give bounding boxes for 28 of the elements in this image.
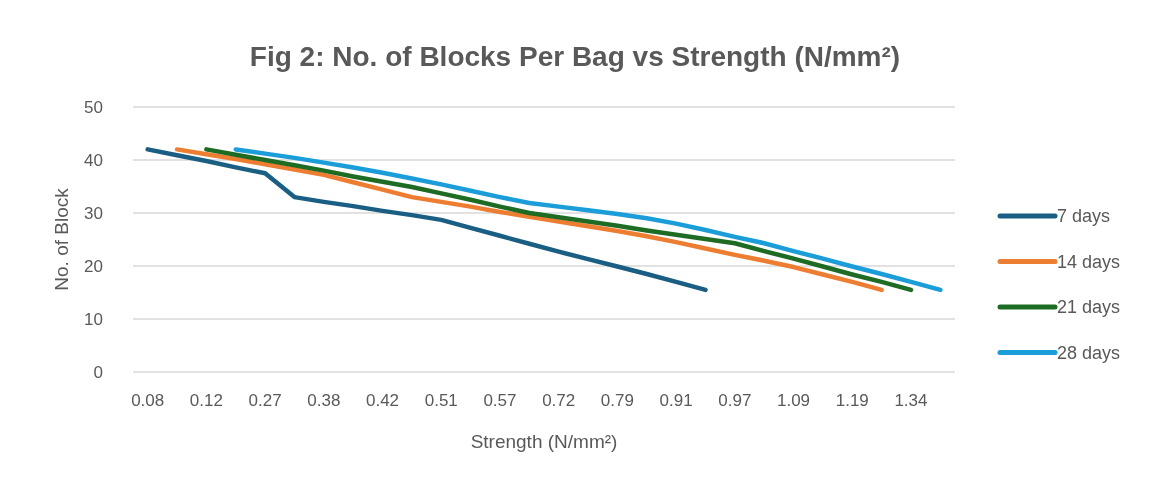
- x-tick-label: 1.34: [894, 391, 928, 410]
- x-tick-label: 0.57: [483, 391, 517, 410]
- x-tick-label: 0.27: [248, 391, 282, 410]
- x-tick-label: 1.19: [835, 391, 869, 410]
- y-tick-label: 40: [84, 151, 103, 170]
- x-axis-title: Strength (N/mm²): [470, 431, 618, 452]
- x-tick-label: 0.42: [365, 391, 400, 410]
- y-tick-label: 20: [84, 257, 103, 276]
- line-series: [145, 147, 708, 293]
- y-axis-title: No. of Block: [51, 187, 72, 291]
- y-tick-label: 10: [84, 310, 103, 329]
- legend-label: 7 days: [1057, 206, 1111, 226]
- x-tick-label: 0.97: [718, 391, 752, 410]
- x-tick-label: 0.72: [542, 391, 576, 410]
- y-tick-label: 30: [84, 204, 103, 223]
- x-tick-label: 0.79: [600, 391, 634, 410]
- y-tick-label: 50: [84, 98, 103, 117]
- x-tick-label: 0.12: [189, 391, 223, 410]
- chart-title: Fig 2: No. of Blocks Per Bag vs Strength (N/mm²): [249, 41, 901, 72]
- legend-label: 21 days: [1057, 297, 1121, 317]
- x-tick-label: 0.38: [307, 391, 341, 410]
- x-tick-label: 0.51: [424, 391, 458, 410]
- y-tick-label: 0: [93, 363, 103, 382]
- legend-label: 14 days: [1057, 251, 1121, 272]
- x-tick-label: 0.91: [659, 391, 693, 410]
- x-tick-label: 1.09: [776, 391, 811, 410]
- x-tick-label: 0.08: [131, 391, 165, 410]
- legend-label: 28 days: [1057, 342, 1121, 363]
